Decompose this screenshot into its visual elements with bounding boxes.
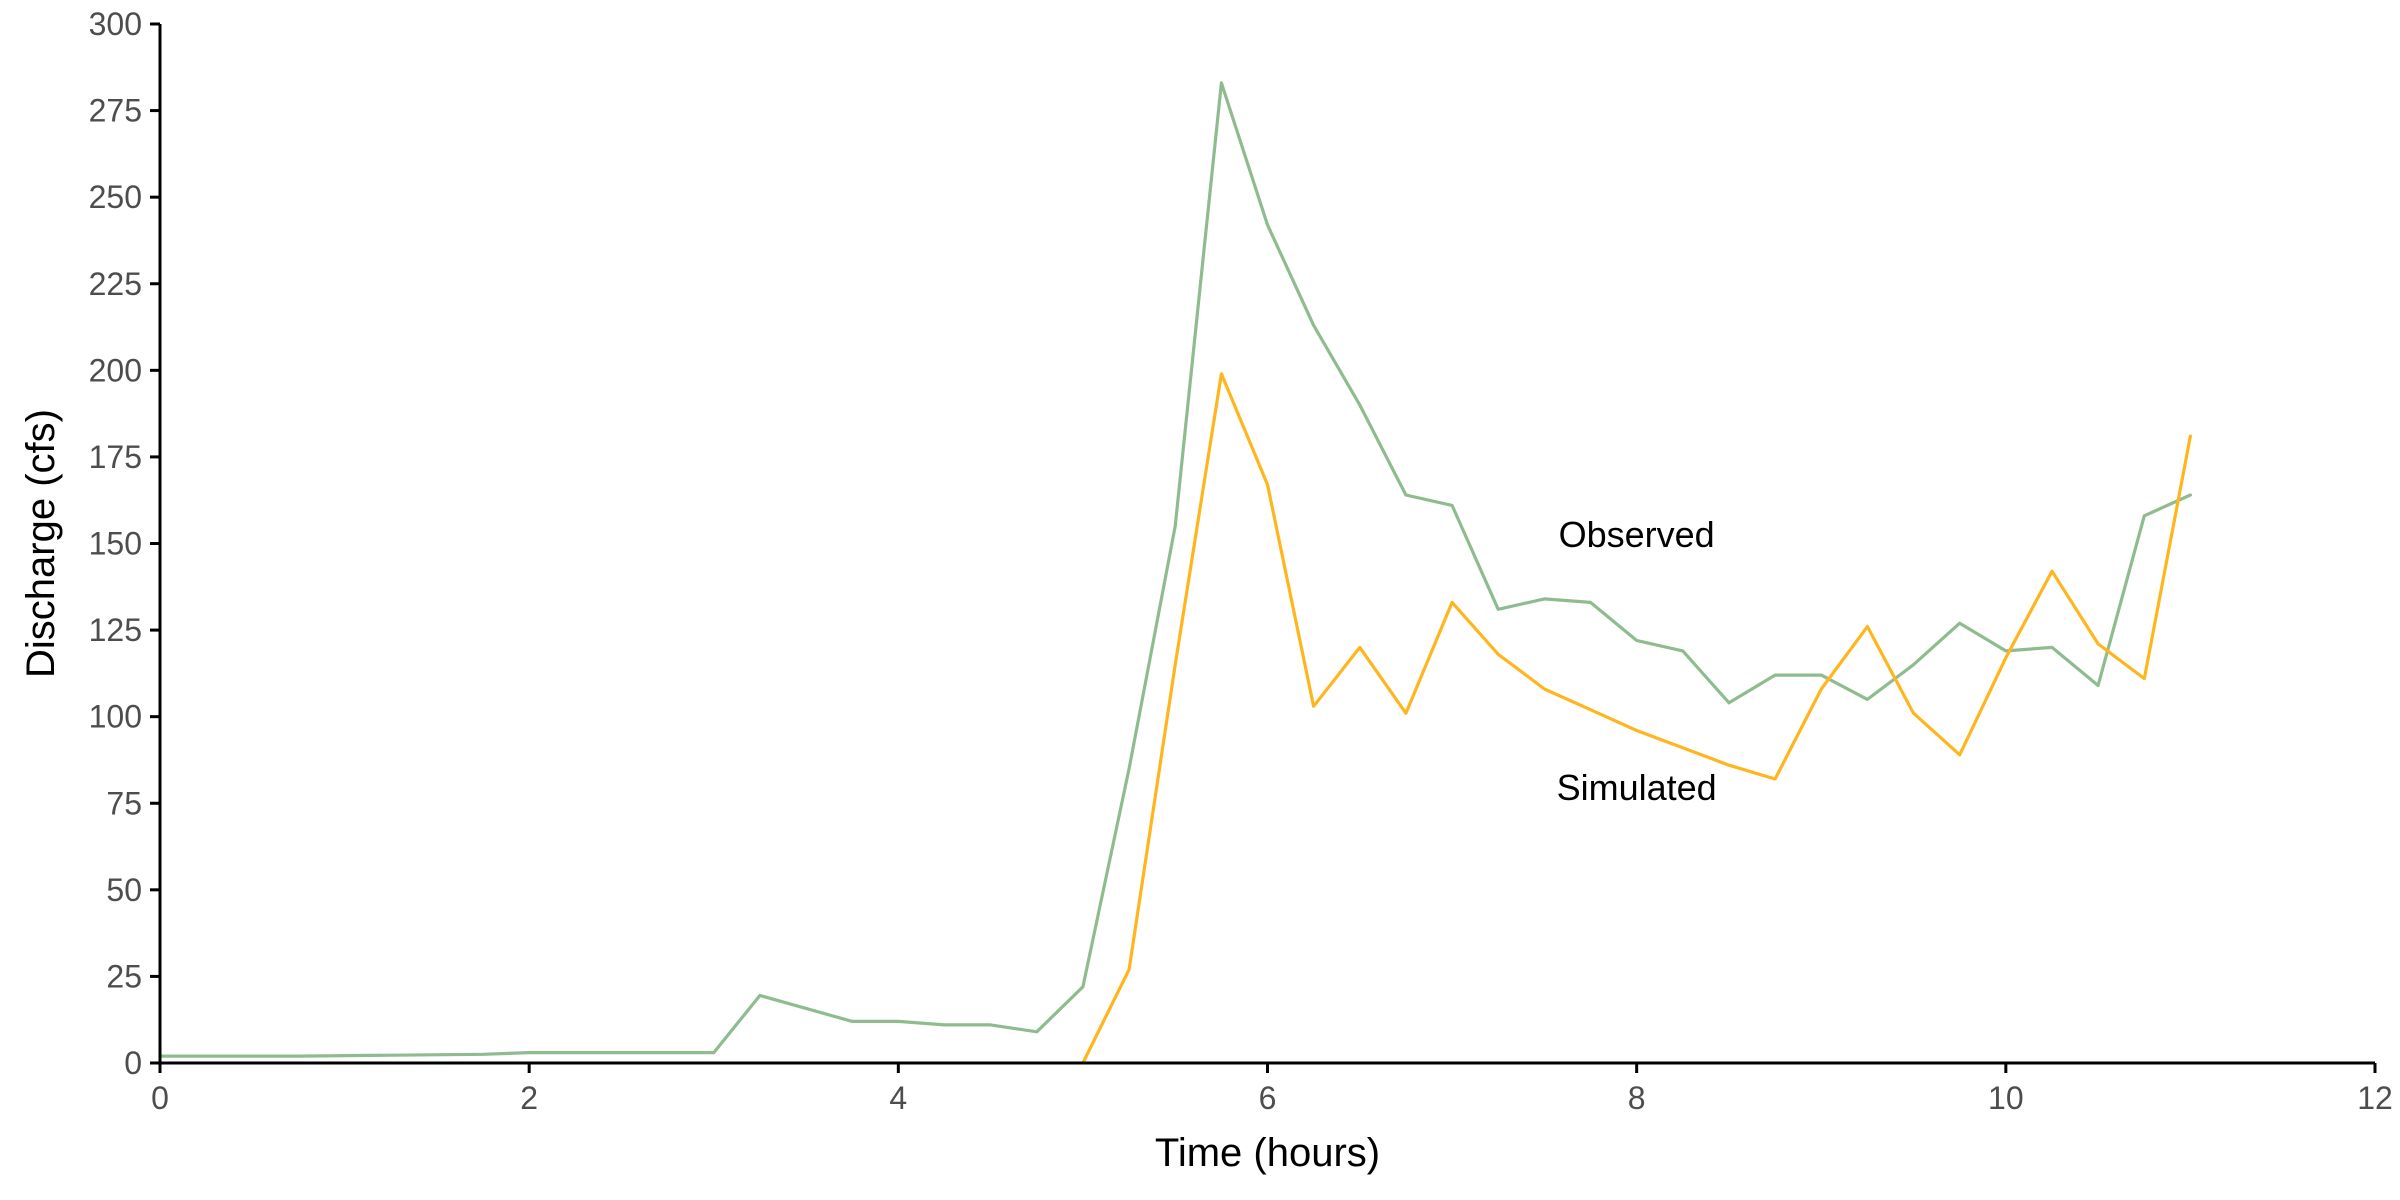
x-tick-label: 10 — [1988, 1080, 2024, 1116]
x-tick-label: 0 — [151, 1080, 169, 1116]
annotation-layer: Observed Simulated — [1557, 514, 1717, 808]
y-tick-label: 225 — [89, 266, 142, 302]
y-tick-label: 275 — [89, 93, 142, 129]
series-layer — [158, 81, 2192, 1065]
y-tick-label: 125 — [89, 612, 142, 648]
y-axis-title: Discharge (cfs) — [19, 409, 63, 678]
series-line-simulated — [1081, 372, 2192, 1065]
y-axis-ticks: 0 25 50 75 100 125 150 175 200 225 250 275 300 — [89, 6, 160, 1081]
x-tick-label: 2 — [520, 1080, 538, 1116]
x-tick-label: 8 — [1628, 1080, 1646, 1116]
y-tick-label: 100 — [89, 699, 142, 735]
x-tick-label: 12 — [2357, 1080, 2393, 1116]
series-label-simulated: Simulated — [1557, 767, 1717, 808]
y-tick-label: 25 — [106, 958, 142, 994]
x-tick-label: 6 — [1259, 1080, 1277, 1116]
y-tick-label: 300 — [89, 6, 142, 42]
y-tick-label: 175 — [89, 439, 142, 475]
y-tick-label: 75 — [106, 785, 142, 821]
y-tick-label: 250 — [89, 179, 142, 215]
x-tick-label: 4 — [889, 1080, 907, 1116]
y-tick-label: 200 — [89, 352, 142, 388]
x-axis-ticks: 0 2 4 6 8 10 12 — [151, 1063, 2393, 1116]
x-axis-title: Time (hours) — [1155, 1131, 1380, 1175]
series-line-observed — [158, 81, 2192, 1058]
y-tick-label: 0 — [124, 1045, 142, 1081]
series-label-observed: Observed — [1559, 514, 1715, 555]
y-tick-label: 50 — [106, 872, 142, 908]
y-tick-label: 150 — [89, 526, 142, 562]
